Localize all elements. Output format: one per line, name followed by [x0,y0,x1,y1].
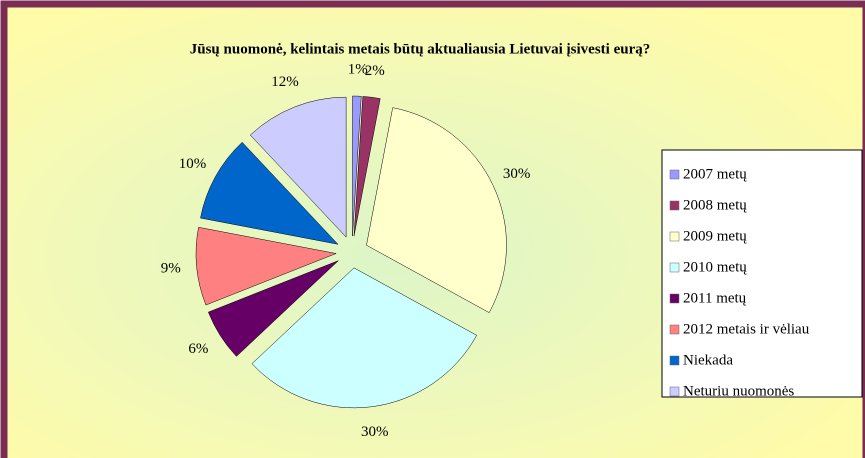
pie-slice [352,95,362,237]
data-label: 30% [503,166,531,182]
data-label: 10% [179,156,207,172]
legend-swatch [669,262,680,273]
data-label: 9% [161,261,181,277]
pie-slice [207,260,339,357]
legend-label: Neturiu nuomonės [683,383,794,399]
chart-title: Jūsų nuomonė, kelintais metais būtų aktu… [190,41,651,57]
data-label: 2% [365,63,385,79]
legend-swatch [669,231,680,242]
data-label: 1% [348,62,368,78]
data-label: 6% [188,341,208,357]
legend-swatch [669,355,680,366]
pie-slice [195,226,337,306]
legend-label: 2012 metais ir vėliau [683,321,810,337]
data-label: 30% [361,424,389,440]
legend-label: 2008 metų [683,197,747,213]
legend-swatch [669,169,680,180]
legend-swatch [669,293,680,304]
pie-slice [251,267,478,409]
legend-label: 2009 metų [683,228,747,244]
legend-label: 2010 metų [683,259,747,275]
legend-label: 2007 metų [683,166,747,182]
legend-swatch [669,386,680,397]
pie-slice [366,107,507,313]
pie-slice [353,96,381,237]
pie-slice [249,96,347,238]
legend-swatch [669,324,680,335]
pie-slice [200,141,339,245]
legend-swatch [669,200,680,211]
data-label: 12% [271,74,299,90]
legend-label: 2011 metų [683,290,747,306]
legend [661,149,863,398]
legend-label: Niekada [683,352,733,368]
